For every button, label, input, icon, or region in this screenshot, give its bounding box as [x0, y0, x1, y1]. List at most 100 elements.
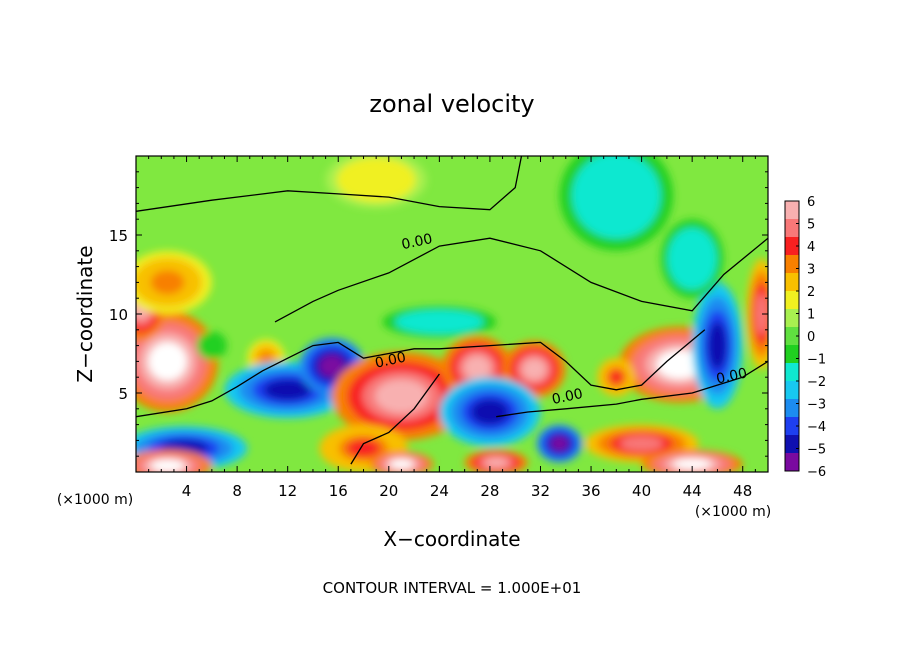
colorbar-tick-label: −6 — [807, 465, 826, 480]
colorbar-tick-label: 0 — [807, 330, 815, 345]
colorbar-segment — [785, 435, 799, 453]
anomaly-shell — [470, 398, 510, 426]
x-tick-label: 28 — [480, 482, 499, 500]
anomaly-shell — [417, 315, 461, 328]
colorbar-segment — [785, 273, 799, 291]
colorbar-segment — [785, 291, 799, 309]
anomaly-shell — [609, 369, 624, 385]
contour-label: 0.00 — [715, 365, 749, 387]
anomaly-shell — [150, 270, 185, 295]
velocity-anomaly — [382, 306, 497, 338]
colorbar-segment — [785, 255, 799, 273]
y-axis-ticks: 5 10 15 — [109, 171, 768, 457]
contour-interval-note: CONTOUR INTERVAL = 1.000E+01 — [323, 579, 582, 597]
plot-area: 0.00 0.00 0.00 0.00 — [136, 156, 768, 472]
colorbar-tick-label: −2 — [807, 375, 826, 390]
anomaly-shell — [619, 436, 664, 451]
colorbar-tick-label: −5 — [807, 443, 826, 458]
y-tick-label: 10 — [109, 306, 128, 324]
anomaly-shell — [594, 174, 638, 217]
colorbar-segment — [785, 201, 799, 219]
x-tick-label: 36 — [581, 482, 600, 500]
colorbar-tick-label: 3 — [807, 263, 815, 278]
colorbar-segment — [785, 219, 799, 237]
x-axis-ticks: 4 8 12 16 20 24 28 32 36 40 44 48 — [148, 156, 756, 500]
y-tick-label: 15 — [109, 227, 128, 245]
colorbar-segment — [785, 399, 799, 417]
colorbar-segment — [785, 417, 799, 435]
colorbar-segment — [785, 345, 799, 363]
velocity-anomaly — [331, 351, 471, 441]
x-tick-label: 32 — [531, 482, 550, 500]
colorbar-tick-label: −3 — [807, 398, 826, 413]
x-tick-label: 48 — [733, 482, 752, 500]
velocity-anomaly — [136, 310, 219, 412]
anomaly-shell — [550, 436, 569, 451]
anomaly-shell — [346, 439, 381, 458]
x-tick-label: 12 — [278, 482, 297, 500]
anomaly-shell — [672, 458, 712, 470]
contour-lines — [136, 156, 768, 465]
x-tick-label: 24 — [430, 482, 449, 500]
colorbar-segment — [785, 453, 799, 471]
colorbar-segment — [785, 381, 799, 399]
velocity-anomaly — [559, 156, 674, 251]
colorbar-segment — [785, 363, 799, 381]
colorbar-tick-label: −4 — [807, 420, 826, 435]
colorbar-tick-label: 2 — [807, 285, 815, 300]
anomaly-shell — [389, 459, 414, 469]
velocity-anomaly — [439, 377, 541, 447]
velocity-anomaly — [196, 331, 228, 360]
z-unit-label: (×1000 m) — [57, 492, 133, 508]
anomaly-shell — [656, 350, 703, 379]
x-tick-label: 8 — [232, 482, 242, 500]
anomaly-shell — [206, 340, 218, 352]
anomaly-shell — [150, 459, 185, 472]
contour-label: 0.00 — [374, 350, 408, 372]
velocity-anomaly — [660, 219, 724, 299]
anomaly-shell — [463, 355, 491, 380]
anomaly-shell — [522, 358, 547, 381]
velocity-anomaly — [136, 250, 212, 314]
contour-label: 0.00 — [400, 231, 434, 253]
velocity-anomaly — [325, 156, 427, 209]
contour-labels: 0.00 0.00 0.00 0.00 — [374, 231, 749, 408]
anomaly-shell — [319, 355, 345, 377]
colorbar-segment — [785, 237, 799, 255]
anomaly-shell — [484, 457, 509, 468]
anomaly-shell — [375, 379, 428, 413]
colorbar-segment — [785, 309, 799, 327]
colorbar-ticks: 6 5 4 3 2 1 0 −1 −2 −3 −4 −5 −6 — [796, 195, 826, 480]
x-unit-label: (×1000 m) — [695, 504, 771, 520]
colorbar-tick-label: 6 — [807, 195, 815, 210]
velocity-anomaly — [746, 258, 768, 370]
anomaly-shell — [148, 342, 187, 381]
anomaly-shell — [707, 321, 728, 370]
zero-contour — [496, 360, 768, 418]
velocity-anomaly — [692, 282, 743, 409]
zero-contour — [136, 329, 706, 418]
chart-title: zonal velocity — [369, 90, 534, 118]
colorbar — [784, 200, 800, 472]
velocity-anomaly — [136, 449, 212, 472]
x-tick-label: 40 — [632, 482, 651, 500]
zero-contour — [350, 373, 440, 465]
colorbar-segment — [785, 327, 799, 345]
contour-label: 0.00 — [551, 386, 585, 408]
zero-contour — [274, 237, 768, 323]
zero-contour — [136, 156, 523, 212]
x-tick-label: 20 — [379, 482, 398, 500]
anomaly-shell — [680, 243, 705, 274]
x-tick-label: 4 — [182, 482, 192, 500]
velocity-anomaly — [369, 451, 434, 472]
x-tick-label: 16 — [329, 482, 348, 500]
x-axis-label: X−coordinate — [383, 527, 520, 551]
anomaly-shell — [258, 351, 274, 366]
velocity-anomaly — [464, 449, 528, 472]
velocity-anomaly — [641, 449, 743, 472]
velocity-anomaly — [536, 424, 583, 463]
colorbar-tick-label: −1 — [807, 353, 826, 368]
colorbar-tick-label: 1 — [807, 308, 815, 323]
anomaly-shell — [356, 168, 396, 191]
